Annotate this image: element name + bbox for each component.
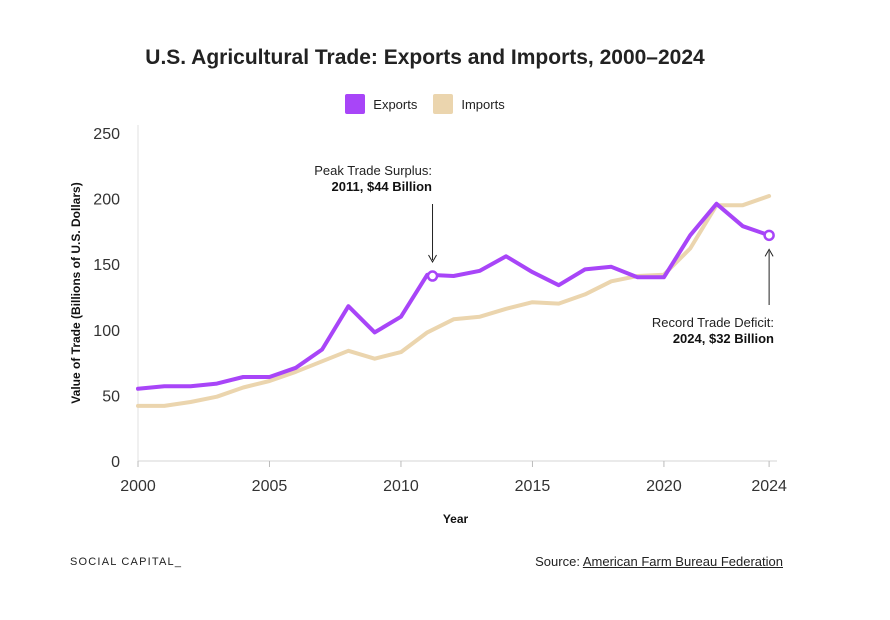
legend-item-imports: Imports bbox=[433, 94, 505, 114]
legend-swatch-imports bbox=[433, 94, 454, 114]
x-tick-label: 2000 bbox=[120, 478, 156, 495]
annotation-peak-line1: Peak Trade Surplus: bbox=[314, 163, 432, 178]
x-tick-label: 2005 bbox=[252, 478, 288, 495]
source-credit: Source: American Farm Bureau Federation bbox=[535, 554, 783, 569]
annotation-peak-marker bbox=[426, 270, 439, 282]
x-tick-label: 2024 bbox=[751, 478, 787, 495]
chart-legend: Exports Imports bbox=[0, 94, 850, 114]
y-tick-label: 50 bbox=[102, 388, 120, 405]
y-tick-label: 150 bbox=[93, 257, 120, 274]
source-prefix: Source: bbox=[535, 554, 583, 569]
legend-label-exports: Exports bbox=[373, 96, 418, 112]
annotation-peak-arrowhead bbox=[428, 254, 437, 264]
series-line-imports bbox=[136, 194, 772, 408]
y-tick-label: 250 bbox=[93, 126, 120, 143]
x-tick-label: 2020 bbox=[646, 478, 682, 495]
x-tick-label: 2010 bbox=[383, 478, 419, 495]
legend-item-exports: Exports bbox=[345, 94, 417, 114]
annotation-deficit-line1: Record Trade Deficit: bbox=[652, 315, 774, 330]
annotation-peak-line2: 2011, $44 Billion bbox=[332, 179, 433, 194]
series-line-exports bbox=[136, 201, 772, 391]
y-axis-label: Value of Trade (Billions of U.S. Dollars… bbox=[69, 182, 83, 403]
y-tick-label: 100 bbox=[93, 323, 120, 340]
annotation-deficit-line2: 2024, $32 Billion bbox=[673, 331, 774, 346]
legend-swatch-exports bbox=[345, 94, 366, 114]
x-tick-label: 2015 bbox=[515, 478, 551, 495]
legend-label-imports: Imports bbox=[461, 96, 505, 112]
source-link[interactable]: American Farm Bureau Federation bbox=[582, 554, 783, 569]
x-axis-label: Year bbox=[443, 512, 469, 526]
annotation-deficit-marker bbox=[763, 229, 775, 242]
brand-logo: SOCIAL CAPITAL_ bbox=[70, 556, 183, 568]
annotation-deficit-arrowhead bbox=[764, 248, 774, 257]
chart-title: U.S. Agricultural Trade: Exports and Imp… bbox=[145, 46, 705, 69]
y-tick-label: 0 bbox=[111, 454, 120, 471]
y-tick-label: 200 bbox=[93, 192, 120, 209]
